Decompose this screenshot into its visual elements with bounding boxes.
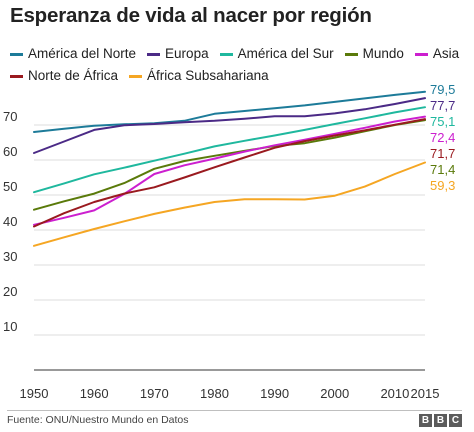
legend-row: Norte de África África Subsahariana	[10, 65, 470, 87]
legend-item-europa: Europa	[147, 43, 209, 65]
x-tick-label: 1960	[80, 386, 109, 401]
chart-title: Esperanza de vida al nacer por región	[10, 4, 372, 27]
legend-swatch	[129, 74, 143, 78]
legend-swatch	[10, 52, 23, 56]
y-tick-label: 70	[3, 109, 17, 124]
y-tick-label: 20	[3, 284, 17, 299]
legend-swatch	[344, 52, 358, 56]
end-value-label: 59,3	[430, 178, 455, 193]
footer-divider	[7, 410, 462, 411]
y-tick-label: 10	[3, 319, 17, 334]
legend-item-asia: Asia	[414, 43, 460, 65]
series-line	[33, 115, 426, 226]
series-line	[33, 90, 426, 133]
y-tick-label: 30	[3, 249, 17, 264]
bbc-logo-letter: B	[419, 414, 432, 427]
bbc-logo: B B C	[419, 414, 462, 427]
y-tick-label: 50	[3, 179, 17, 194]
x-tick-label: 1950	[20, 386, 49, 401]
series-line	[33, 161, 426, 247]
legend-label: Asia	[432, 46, 460, 61]
legend-label: África Subsahariana	[147, 68, 269, 83]
chart-legend: América del Norte Europa América del Sur…	[10, 43, 470, 87]
series-line	[33, 97, 426, 154]
end-value-label: 75,1	[430, 114, 455, 129]
legend-item-norte-de-africa: Norte de África	[10, 65, 118, 87]
legend-item-mundo: Mundo	[344, 43, 404, 65]
source-note: Fuente: ONU/Nuestro Mundo en Datos	[7, 414, 189, 426]
legend-swatch	[10, 74, 23, 78]
series-line	[33, 106, 426, 194]
x-tick-label: 1980	[200, 386, 229, 401]
bbc-logo-letter: C	[449, 414, 462, 427]
end-value-label: 71,7	[430, 146, 455, 161]
legend-swatch	[219, 52, 233, 56]
x-tick-label: 1970	[140, 386, 169, 401]
legend-item-america-del-norte: América del Norte	[10, 43, 136, 65]
series-line	[33, 119, 426, 211]
y-tick-label: 40	[3, 214, 17, 229]
end-value-label: 71,4	[430, 162, 455, 177]
legend-swatch	[147, 52, 161, 56]
legend-swatch	[414, 52, 428, 56]
y-tick-label: 60	[3, 144, 17, 159]
legend-label: Mundo	[362, 46, 404, 61]
x-tick-label: 2015	[411, 386, 440, 401]
legend-label: Europa	[165, 46, 209, 61]
legend-label: América del Sur	[237, 46, 334, 61]
x-tick-label: 1990	[260, 386, 289, 401]
line-chart: 10 20 30 40 50 60 70 1950 1960 1970 1980 1990 2000 20…	[3, 82, 455, 401]
legend-item-africa-subsahariana: África Subsahariana	[129, 65, 269, 87]
x-tick-label: 2010	[380, 386, 409, 401]
x-tick-label: 2000	[320, 386, 349, 401]
legend-item-america-del-sur: América del Sur	[219, 43, 334, 65]
end-value-label: 72,4	[430, 130, 455, 145]
bbc-logo-letter: B	[434, 414, 447, 427]
end-value-label: 77,7	[430, 98, 455, 113]
legend-label: América del Norte	[28, 46, 137, 61]
end-value-label: 79,5	[430, 82, 455, 97]
series-line	[33, 118, 426, 228]
legend-row: América del Norte Europa América del Sur…	[10, 43, 470, 65]
legend-label: Norte de África	[28, 68, 119, 83]
